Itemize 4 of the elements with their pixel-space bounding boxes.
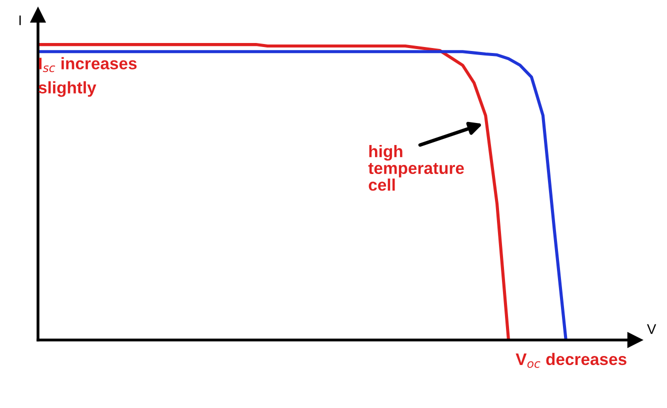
y-axis-title: I	[19, 16, 21, 26]
x-axis-title: V	[647, 324, 656, 334]
text: V$_{oc}$ decreases	[516, 352, 626, 368]
annotation: high temperature cell	[368, 145, 464, 191]
